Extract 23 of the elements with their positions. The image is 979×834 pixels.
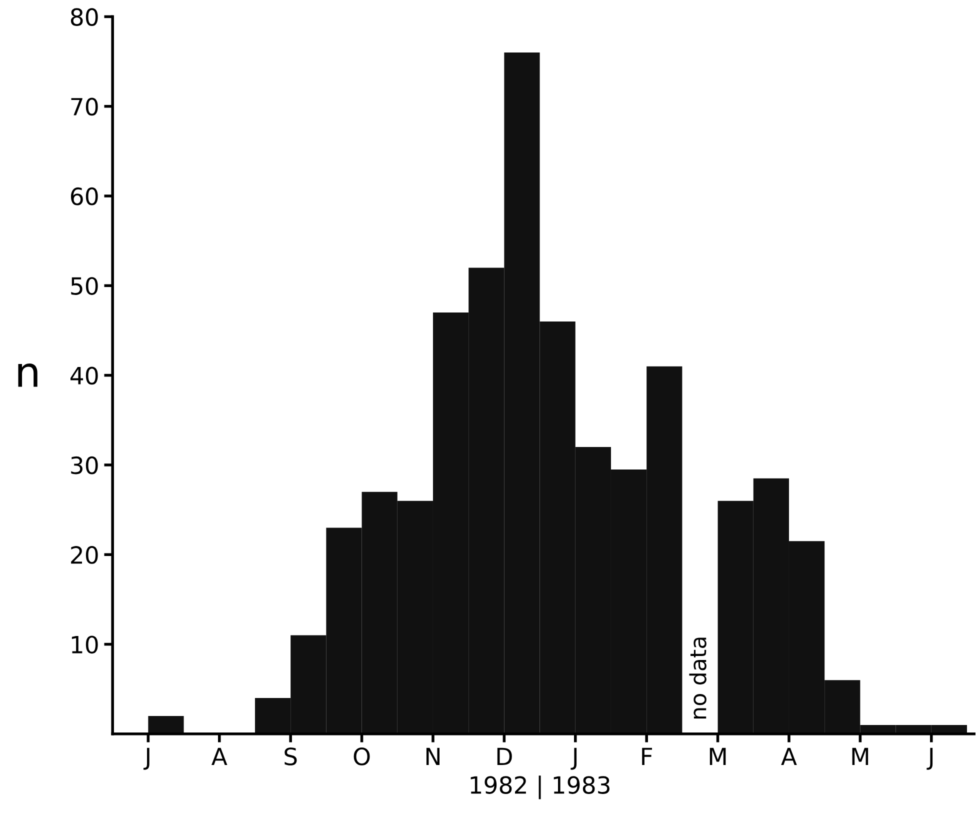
y-axis-title: n xyxy=(18,363,38,387)
x-tick-label: S xyxy=(284,748,297,766)
x-tick-label: J xyxy=(570,748,577,770)
y-tick-label: 10 xyxy=(72,636,98,654)
x-tick-label: J xyxy=(926,748,933,770)
x-tick-label: N xyxy=(426,748,440,766)
y-tick-label: 80 xyxy=(70,8,98,26)
y-tick-label: 70 xyxy=(71,98,98,116)
x-tick-label: F xyxy=(642,748,652,766)
x-tick-label: M xyxy=(852,748,868,766)
annotation: no data xyxy=(689,638,706,718)
y-tick-label: 60 xyxy=(70,187,98,206)
y-tick-label: 20 xyxy=(71,546,98,564)
x-tick-label: A xyxy=(211,748,228,766)
x-tick-label: J xyxy=(143,748,150,770)
text: 1982 | 1983 xyxy=(470,776,610,800)
y-tick-label: 40 xyxy=(70,366,98,385)
x-tick-label: A xyxy=(781,748,797,766)
x-tick-label: M xyxy=(710,748,726,766)
x-tick-label: D xyxy=(497,748,512,766)
y-tick-label: 50 xyxy=(71,277,98,295)
y-tick-label: 30 xyxy=(71,456,98,474)
x-tick-label: O xyxy=(354,748,370,766)
